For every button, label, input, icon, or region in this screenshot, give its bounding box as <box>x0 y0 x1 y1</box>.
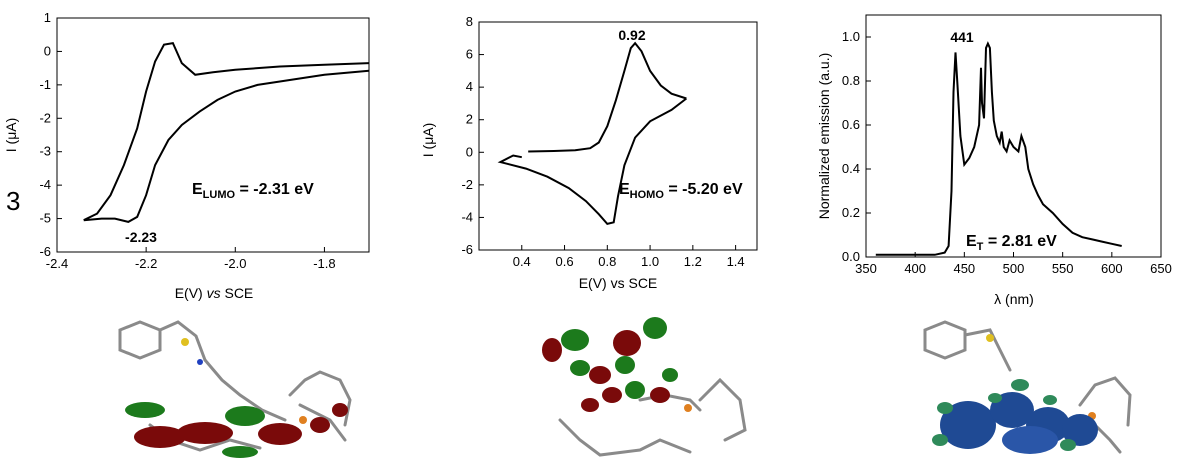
y-tick-label: -4 <box>39 177 51 192</box>
peak-label: 441 <box>950 29 974 45</box>
energy-label: ET = 2.81 eV <box>966 233 1057 253</box>
axis-ticks: -2.4 -2.2 -2.0 -1.8 -6 -5 -4 -3 -2 -1 0 1 <box>39 10 335 271</box>
x-tick-label: -1.8 <box>313 256 335 271</box>
x-tick-label: -2.2 <box>135 256 157 271</box>
axis-ticks: 0.4 0.6 0.8 1.0 1.2 1.4 -6 -4 -2 0 2 4 6 8 <box>461 14 744 269</box>
cv-curve <box>83 41 370 223</box>
panel-number: 3 <box>6 186 20 216</box>
x-tick-label: 450 <box>953 261 975 276</box>
plot-frame <box>865 14 1162 258</box>
y-tick-label: 0 <box>44 43 51 58</box>
y-tick-label: -6 <box>461 242 473 257</box>
x-tick-label: 1.4 <box>727 254 745 269</box>
y-tick-label: 8 <box>466 14 473 29</box>
y-tick-label: 0 <box>466 144 473 159</box>
y-tick-label: 1 <box>44 10 51 25</box>
lumo-orbital-render <box>118 320 352 458</box>
y-tick-label: -5 <box>39 211 51 226</box>
x-axis-label: λ (nm) <box>994 291 1034 307</box>
x-tick-label: 0.6 <box>555 254 573 269</box>
y-tick-label: 0.2 <box>842 205 860 220</box>
y-tick-label: -2 <box>461 177 473 192</box>
x-tick-label: 1.0 <box>641 254 659 269</box>
x-tick-label: 0.4 <box>513 254 531 269</box>
peak-label: -2.23 <box>125 229 157 245</box>
y-axis-label: I (μA) <box>3 118 19 153</box>
x-tick-label: 350 <box>855 261 877 276</box>
spin-density-render <box>923 320 1132 454</box>
y-tick-label: -4 <box>461 209 473 224</box>
x-tick-label: 500 <box>1003 261 1025 276</box>
y-tick-label: 0.6 <box>842 117 860 132</box>
emission-spectrum-chart: 350 400 450 500 550 600 6500.00.20.40.60.81.0 … <box>816 14 1172 307</box>
x-tick-label: 650 <box>1150 261 1172 276</box>
y-tick-label: -6 <box>39 244 51 259</box>
x-tick-label: 600 <box>1101 261 1123 276</box>
y-tick-label: 0.4 <box>842 161 860 176</box>
y-tick-label: -2 <box>39 110 51 125</box>
x-axis-label: E(V) vs SCE <box>579 275 658 291</box>
energy-label: EHOMO = -5.20 eV <box>619 181 743 201</box>
x-axis-label: E(V) vs SCE <box>175 285 254 301</box>
y-axis-label: Normalized emission (a.u.) <box>816 53 832 220</box>
plot-frame <box>478 21 758 251</box>
y-tick-label: 0.8 <box>842 73 860 88</box>
y-tick-label: -3 <box>39 144 51 159</box>
y-axis-label: I (μA) <box>420 123 436 158</box>
cv-reduction-chart: -2.4 -2.2 -2.0 -1.8 -6 -5 -4 -3 -2 -1 0 1 E(V) vs S… <box>3 10 370 301</box>
emission-curve <box>875 41 1122 256</box>
y-tick-label: 0.0 <box>842 249 860 264</box>
cv-curve <box>497 41 688 226</box>
y-tick-label: 6 <box>466 47 473 62</box>
x-tick-label: -2.4 <box>46 256 68 271</box>
cv-oxidation-chart: 0.4 0.6 0.8 1.0 1.2 1.4 -6 -4 -2 0 2 4 6 8 E(V) vs SC… <box>420 14 758 291</box>
x-tick-label: -2.0 <box>224 256 246 271</box>
y-tick-label: 1.0 <box>842 29 860 44</box>
x-tick-label: 400 <box>904 261 926 276</box>
x-tick-label: 1.2 <box>684 254 702 269</box>
plot-frame <box>56 17 370 253</box>
peak-label: 0.92 <box>618 27 645 43</box>
y-tick-label: 2 <box>466 112 473 127</box>
x-tick-label: 550 <box>1052 261 1074 276</box>
y-tick-label: -1 <box>39 77 51 92</box>
homo-orbital-render <box>542 317 747 457</box>
energy-label: ELUMO = -2.31 eV <box>192 181 314 201</box>
y-tick-label: 4 <box>466 79 473 94</box>
x-tick-label: 0.8 <box>598 254 616 269</box>
axis-ticks: 350 400 450 500 550 600 650 0.0 0.2 0.4 0.6 0.8 1.0 <box>842 29 1172 276</box>
